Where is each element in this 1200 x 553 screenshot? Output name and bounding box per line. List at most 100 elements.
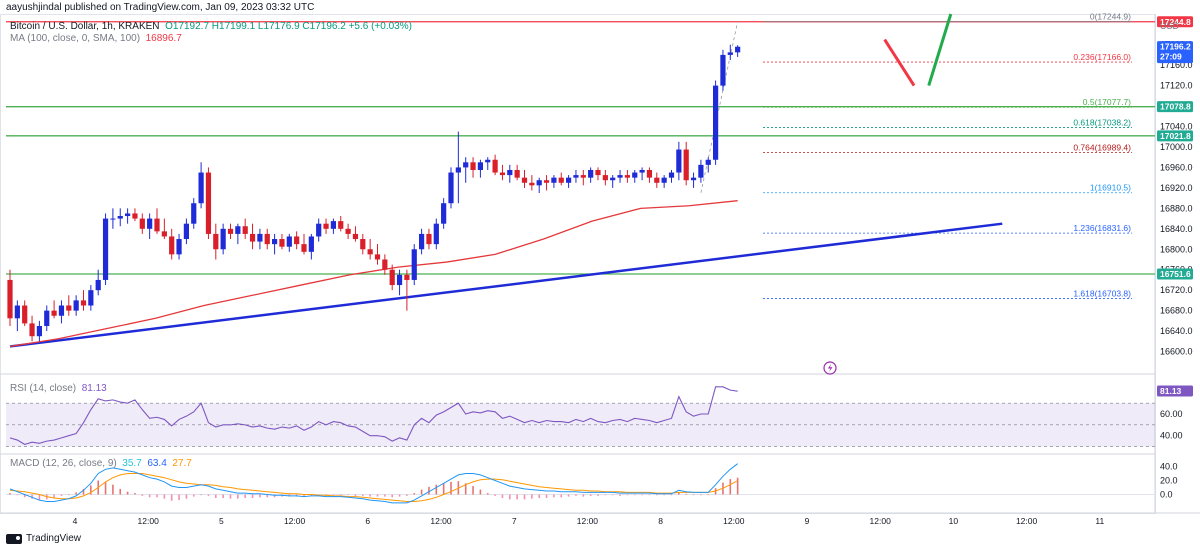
macd-histogram-bar [663,494,665,496]
macd-tick-label: 0.0 [1160,490,1173,500]
price-tag-label: 17078.8 [1160,102,1191,112]
macd-histogram-bar [391,494,393,498]
moving-average-line [9,200,738,348]
symbol-line: Bitcoin / U.S. Dollar, 1h, KRAKEN O17192… [10,21,412,32]
tradingview-logo-icon [6,533,22,544]
macd-histogram-bar [567,494,570,497]
macd-value-1: 35.7 [122,458,142,469]
macd-histogram-bar [68,494,70,496]
candle-body [566,177,572,183]
macd-histogram-bar [119,488,122,495]
candle-body [66,305,72,311]
macd-histogram-bar [9,493,11,495]
candle-body [169,236,175,255]
macd-histogram-bar [582,494,585,497]
lightning-icon [823,361,837,375]
macd-label: MACD (12, 26, close, 9) [10,458,117,469]
candle-body [301,244,307,252]
rsi-legend[interactable]: RSI (14, close) 81.13 [10,383,107,394]
price-tag-label: 17196.2 [1160,42,1191,52]
macd-histogram-bar [90,485,92,495]
projection-line [883,38,916,87]
macd-histogram-bar [633,494,636,496]
macd-histogram-bar [60,494,63,496]
candle-body [338,221,344,229]
candle-body [661,177,667,183]
tradingview-logo[interactable]: TradingView [6,533,81,544]
candle-body [22,305,28,324]
candle-body [735,46,741,53]
candle-body [529,182,535,186]
macd-histogram-bar [148,494,151,498]
macd-histogram-bar [531,494,533,499]
price-tick-label: 17160.0 [1160,60,1193,70]
time-tick-label: 12:00 [577,516,599,526]
candle-body [514,169,520,178]
price-tag-label: 17244.8 [1160,17,1191,27]
candle-body [7,279,13,319]
time-tick-label: 12:00 [723,516,745,526]
candle-body [713,85,719,160]
candle-body [727,52,733,55]
candle-body [191,203,197,224]
time-tick-label: 12:00 [284,516,306,526]
candle-body [110,218,116,220]
macd-histogram-bar [156,494,158,498]
ma-label: MA (100, close, 0, SMA, 100) [10,33,141,44]
macd-line [9,463,738,504]
candle-body [433,223,439,245]
candle-body [639,169,645,173]
price-tick-label: 16720.0 [1160,285,1193,295]
macd-histogram-bar [398,494,401,497]
macd-tick-label: 20.0 [1160,476,1178,486]
time-tick-label: 7 [512,516,517,526]
macd-histogram-bar [464,483,467,495]
price-tag [1157,268,1193,280]
macd-histogram-bar [354,494,357,496]
candle-body [345,228,351,234]
time-tick-label: 12:00 [1016,516,1038,526]
macd-histogram-bar [185,494,188,499]
symbol-title: Bitcoin / U.S. Dollar, 1h, KRAKEN [10,21,160,32]
macd-histogram-bar [244,494,246,498]
macd-histogram-bar [501,494,504,498]
macd-histogram-bar [641,494,643,496]
fibonacci-level-label: 1(16910.5) [1090,183,1131,193]
candle-body [521,177,528,183]
macd-histogram-bar [82,488,85,495]
price-tick-label: 16640.0 [1160,326,1193,336]
macd-histogram-bar [53,494,55,498]
macd-histogram-bar [126,491,129,495]
candle-body [698,164,704,178]
candle-body [44,310,50,326]
candle-body [683,149,689,181]
candle-body [51,310,57,316]
candle-body [220,228,226,250]
macd-histogram-bar [251,494,254,498]
price-tick-label: 16840.0 [1160,224,1193,234]
ma-legend[interactable]: MA (100, close, 0, SMA, 100) 16896.7 [10,33,182,44]
lightning-icon [828,364,833,372]
candle-body [272,239,278,245]
macd-histogram-bar [486,493,489,495]
candle-body [389,269,395,286]
macd-histogram-bar [362,494,364,496]
candle-body [132,213,138,219]
candle-body [404,274,410,280]
macd-histogram-bar [215,494,217,498]
macd-value-2: 63.4 [147,458,167,469]
time-tick-label: 4 [73,516,78,526]
macd-histogram-bar [134,493,136,495]
candle-body [382,259,388,270]
macd-histogram-bar [428,486,430,495]
macd-histogram-bar [523,494,526,500]
macd-histogram-bar [611,494,614,496]
candle-body [602,175,608,181]
candle-body [588,169,594,178]
time-tick-label: 12:00 [430,516,452,526]
candle-body [249,233,256,242]
macd-histogram-bar [31,494,33,499]
macd-legend[interactable]: MACD (12, 26, close, 9) 35.7 63.4 27.7 [10,458,192,469]
price-tick-label: 17040.0 [1160,122,1193,132]
candle-body [419,233,425,250]
